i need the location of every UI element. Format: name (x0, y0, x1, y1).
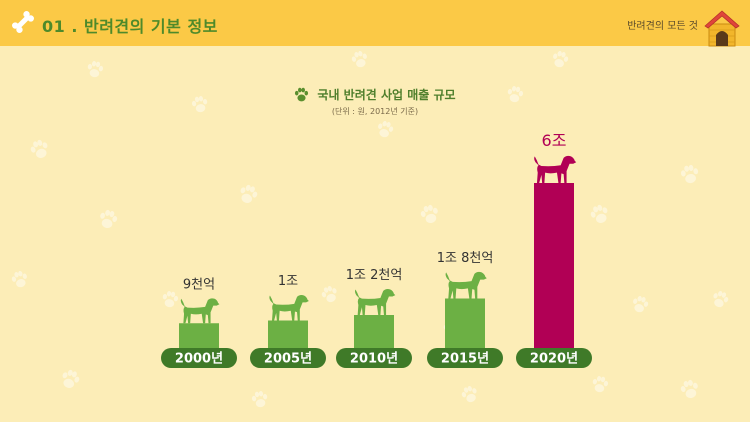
category-pill (161, 348, 237, 368)
doghouse-icon (704, 10, 740, 47)
chart-heading: 국내 반려견 사업 매출 규모 (0, 86, 750, 106)
bar-2015년 (445, 298, 485, 348)
dog-icon (269, 295, 309, 321)
bone-icon (12, 11, 34, 33)
value-label: 1조 2천억 (346, 268, 403, 283)
category-label: 2005년 (264, 352, 312, 367)
dog-icon (534, 155, 577, 183)
paw-icon (295, 87, 309, 102)
bar-2020년 (534, 183, 574, 348)
value-label: 1조 (278, 274, 298, 289)
value-label: 9천억 (183, 277, 215, 292)
value-label: 1조 8천억 (437, 251, 494, 266)
category-pill (250, 348, 326, 368)
header-bar: 01 . 반려견의 기본 정보 반려견의 모든 것 (0, 0, 750, 46)
chart-subtitle: (단위 : 원, 2012년 기준) (331, 107, 419, 116)
bar-2000년 (179, 323, 219, 348)
category-pill (336, 348, 412, 368)
dog-icon (354, 288, 396, 315)
category-label: 2015년 (441, 352, 489, 367)
category-label: 2010년 (350, 352, 398, 367)
category-pill (516, 348, 592, 368)
dog-icon (445, 271, 487, 299)
category-label: 2020년 (530, 352, 578, 367)
dog-icon (180, 298, 220, 324)
category-pill (427, 348, 503, 368)
chart-title: 국내 반려견 사업 매출 규모 (317, 88, 456, 102)
category-label: 2000년 (175, 352, 223, 367)
bar-2010년 (354, 315, 394, 348)
value-label: 6조 (542, 131, 567, 150)
bar-2005년 (268, 320, 308, 348)
section-title: 01 . 반려견의 기본 정보 (42, 17, 218, 36)
header-tag: 반려견의 모든 것 (627, 21, 698, 32)
